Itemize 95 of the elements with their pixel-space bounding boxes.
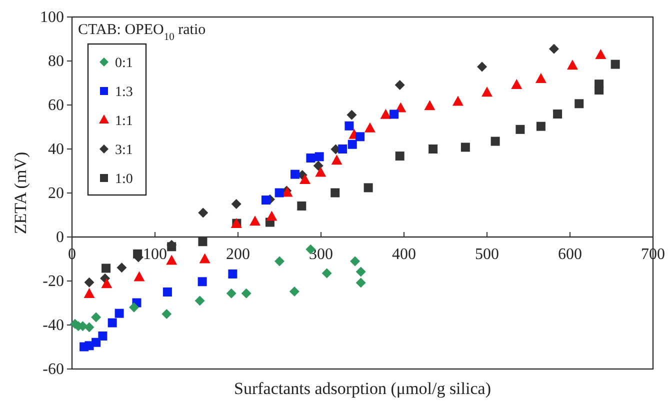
point [490,136,500,146]
point [299,174,310,184]
point [228,269,238,278]
point [548,44,559,54]
point [297,201,306,210]
point [350,256,360,266]
point [231,199,242,209]
legend-label: 3:1 [115,143,133,158]
point [314,152,324,162]
point [380,108,392,119]
point [274,188,284,198]
y-tick-label: -20 [42,273,64,290]
y-tick-label: -60 [42,361,64,378]
point [595,49,606,60]
point [91,312,102,322]
legend-label: 0:1 [115,56,133,71]
point [424,100,436,110]
point [390,110,399,119]
point [511,78,522,89]
y-tick-label: 40 [48,141,64,158]
point [482,86,492,97]
point [199,253,210,264]
point [84,277,94,288]
legend-label: 1:3 [115,85,133,100]
point [274,256,284,266]
point [356,132,365,142]
point [536,122,546,131]
point [92,338,101,347]
point [364,183,373,192]
point [102,264,111,273]
y-tick-label: 60 [48,97,64,114]
point [289,286,300,297]
point [364,122,376,132]
point [452,96,464,106]
point [101,278,112,288]
point [610,60,620,69]
point [594,80,604,89]
point [266,210,278,221]
point [261,196,270,205]
point [114,308,124,318]
point [198,277,207,286]
point [198,208,208,218]
legend-label: 1:0 [115,172,133,187]
point [356,278,366,288]
x-tick-label: 500 [475,246,499,263]
point [428,144,438,154]
point [460,142,470,152]
point [395,152,404,161]
point [322,268,332,278]
point [226,288,236,298]
point [116,262,127,273]
x-tick-label: 400 [392,246,416,263]
point [330,188,340,198]
point [348,140,357,149]
point [574,99,584,108]
point [166,254,178,265]
point [477,62,488,72]
point [250,216,261,226]
point [98,332,108,340]
x-tick-label: 100 [143,246,167,263]
y-tick-label: 0 [56,229,64,246]
legend-label: 1:1 [115,114,133,129]
y-tick-label: 100 [40,9,64,26]
point [553,110,562,119]
legend-title: CTAB: OPEO$_{10}$ ratio [78,22,206,42]
y-tick-label: -40 [42,317,64,334]
point [338,144,348,154]
point [313,160,324,171]
y-tick-label: 80 [48,53,64,70]
point [194,296,205,306]
point [162,288,172,296]
x-tick-label: 200 [226,246,250,263]
point [535,73,546,84]
point [84,322,94,332]
x-tick-label: 600 [558,246,582,263]
point [344,121,354,130]
point [516,124,525,134]
point [566,60,578,70]
y-axis-title: ZETA (mV) [11,152,30,234]
point [346,110,357,120]
point [394,80,405,90]
point [306,154,316,163]
y-tick-label: 20 [48,185,64,202]
point [198,237,208,246]
point [84,288,95,298]
point [241,288,252,298]
point [129,302,139,312]
point [108,318,117,328]
point [162,309,172,319]
point [356,266,366,277]
point [290,170,300,179]
x-axis-title: Surfactants adsorption (μmol/g silica) [234,379,491,398]
point [315,166,326,177]
point [331,154,342,165]
point [134,271,145,282]
